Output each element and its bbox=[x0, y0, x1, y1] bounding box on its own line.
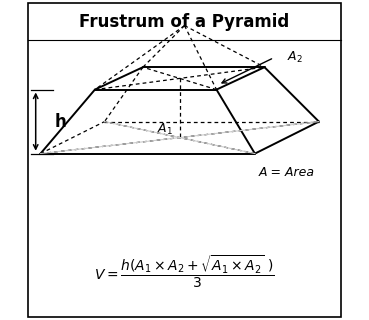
Text: Frustrum of a Pyramid: Frustrum of a Pyramid bbox=[79, 13, 290, 31]
Text: $A_2$: $A_2$ bbox=[287, 50, 303, 65]
Text: $A_1$: $A_1$ bbox=[157, 122, 173, 137]
Text: A = Area: A = Area bbox=[259, 166, 315, 179]
Text: $V = \dfrac{h(A_1 \times A_2 + \sqrt{A_1 \times A_2}\ )}{3}$: $V = \dfrac{h(A_1 \times A_2 + \sqrt{A_1… bbox=[94, 254, 275, 290]
Text: h: h bbox=[55, 113, 67, 131]
